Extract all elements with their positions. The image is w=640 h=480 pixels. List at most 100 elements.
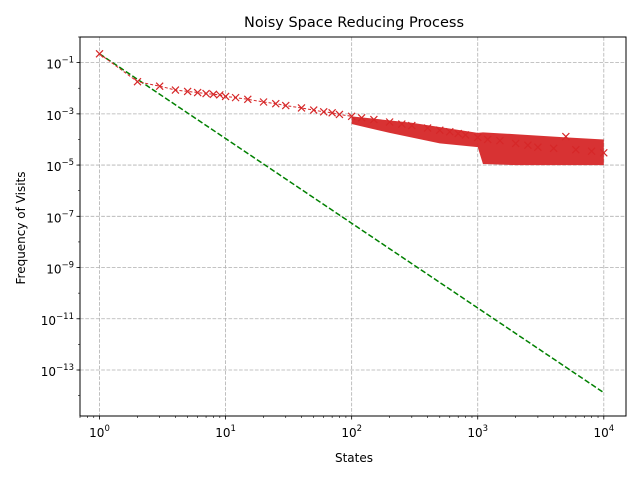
scatter-trend-line: [99, 53, 352, 117]
marker-stroke: [523, 141, 532, 150]
y-tick-label-base: 10: [46, 58, 61, 72]
marker-stroke: [209, 90, 218, 99]
data-point-marker: [193, 88, 202, 97]
y-tick-label: 10−13: [41, 363, 74, 379]
data-point-marker: [435, 126, 444, 135]
marker-stroke: [561, 132, 570, 141]
marker-stroke: [259, 98, 268, 106]
marker-stroke: [511, 139, 520, 148]
data-point-marker: [385, 118, 394, 126]
data-point-marker: [587, 147, 596, 156]
data-point-marker: [454, 129, 463, 138]
y-tick-label-base: 10: [46, 263, 61, 277]
y-tick-label-exponent: −1: [61, 56, 74, 66]
x-tick-label: 102: [341, 424, 362, 440]
data-point-marker: [357, 113, 366, 122]
x-tick-label-exponent: 2: [357, 424, 362, 434]
marker-stroke: [571, 145, 580, 154]
x-axis-label: States: [335, 451, 373, 465]
x-tick-label-base: 10: [341, 426, 356, 440]
marker-stroke: [496, 136, 504, 145]
x-tick-label: 101: [215, 424, 236, 440]
marker-stroke: [297, 104, 306, 112]
plot-frame: [79, 36, 627, 417]
data-point-marker: [461, 131, 470, 139]
data-point-marker: [155, 82, 164, 91]
y-tick-label-exponent: −3: [61, 107, 74, 117]
data-point-marker: [209, 90, 218, 99]
x-tick-label-base: 10: [593, 426, 608, 440]
marker-stroke: [407, 121, 416, 130]
x-tick-label-exponent: 4: [609, 424, 614, 434]
data-point-marker: [523, 141, 532, 150]
marker-stroke: [483, 135, 492, 144]
chart-title: Noisy Space Reducing Process: [244, 15, 464, 31]
data-point-marker: [423, 124, 432, 132]
y-tick-label-exponent: −9: [61, 261, 74, 271]
data-layer: [95, 49, 608, 394]
marker-stroke: [423, 124, 432, 132]
y-tick-label: 10−9: [46, 261, 74, 277]
marker-stroke: [587, 147, 596, 156]
marker-stroke: [193, 88, 202, 97]
y-tick-label: 10−1: [46, 56, 74, 72]
marker-stroke: [599, 148, 608, 157]
data-point-marker: [297, 104, 306, 112]
reference-dashed-line: [99, 53, 605, 394]
y-tick-label-base: 10: [46, 160, 61, 174]
marker-stroke: [155, 82, 164, 91]
x-tick-label: 100: [89, 424, 110, 440]
x-tick-label: 103: [467, 424, 488, 440]
data-point-marker: [347, 112, 356, 121]
y-tick-label: 10−3: [46, 107, 74, 123]
data-point-marker: [533, 143, 542, 152]
data-point-marker: [328, 108, 337, 117]
y-tick-label: 10−5: [46, 158, 74, 174]
x-tick-label-base: 10: [215, 426, 230, 440]
y-tick-label: 10−11: [41, 312, 74, 328]
x-tick-label-exponent: 0: [104, 424, 109, 434]
y-tick-label: 10−7: [46, 209, 74, 225]
marker-stroke: [454, 129, 463, 138]
tick-layer: 100 101 102 103 10410−110−310−510−710−910−11…: [41, 36, 614, 440]
y-tick-label-exponent: −11: [56, 312, 74, 322]
marker-stroke: [385, 118, 394, 126]
marker-stroke: [549, 144, 558, 153]
data-point-marker: [599, 148, 608, 157]
marker-stroke: [357, 113, 366, 122]
marker-stroke: [533, 143, 542, 152]
y-tick-label-exponent: −13: [56, 363, 74, 373]
data-point-marker: [369, 115, 378, 124]
x-tick-label-exponent: 3: [483, 424, 488, 434]
data-point-marker: [571, 145, 580, 154]
data-point-marker: [259, 98, 268, 106]
y-tick-label-base: 10: [46, 211, 61, 225]
y-tick-label-exponent: −7: [61, 209, 74, 219]
data-point-marker: [483, 135, 492, 144]
data-point-marker: [445, 127, 454, 136]
data-point-marker: [511, 139, 520, 148]
data-point-marker: [183, 87, 192, 96]
grid-layer: [80, 37, 626, 416]
data-point-marker: [549, 144, 558, 153]
marker-stroke: [473, 133, 482, 142]
x-tick-label: 104: [593, 424, 614, 440]
data-point-marker: [407, 121, 416, 130]
y-tick-label-exponent: −5: [61, 158, 74, 168]
marker-stroke: [243, 95, 252, 104]
data-point-marker: [397, 120, 406, 128]
y-tick-label-base: 10: [41, 314, 56, 328]
y-tick-label-base: 10: [46, 109, 61, 123]
data-point-marker: [496, 136, 504, 145]
data-point-marker: [473, 133, 482, 142]
marker-stroke: [183, 87, 192, 96]
marker-stroke: [369, 115, 378, 124]
marker-stroke: [328, 108, 337, 117]
marker-stroke: [397, 120, 406, 128]
x-tick-label-base: 10: [467, 426, 482, 440]
marker-stroke: [461, 131, 470, 139]
marker-stroke: [435, 126, 444, 135]
data-point-marker: [243, 95, 252, 104]
